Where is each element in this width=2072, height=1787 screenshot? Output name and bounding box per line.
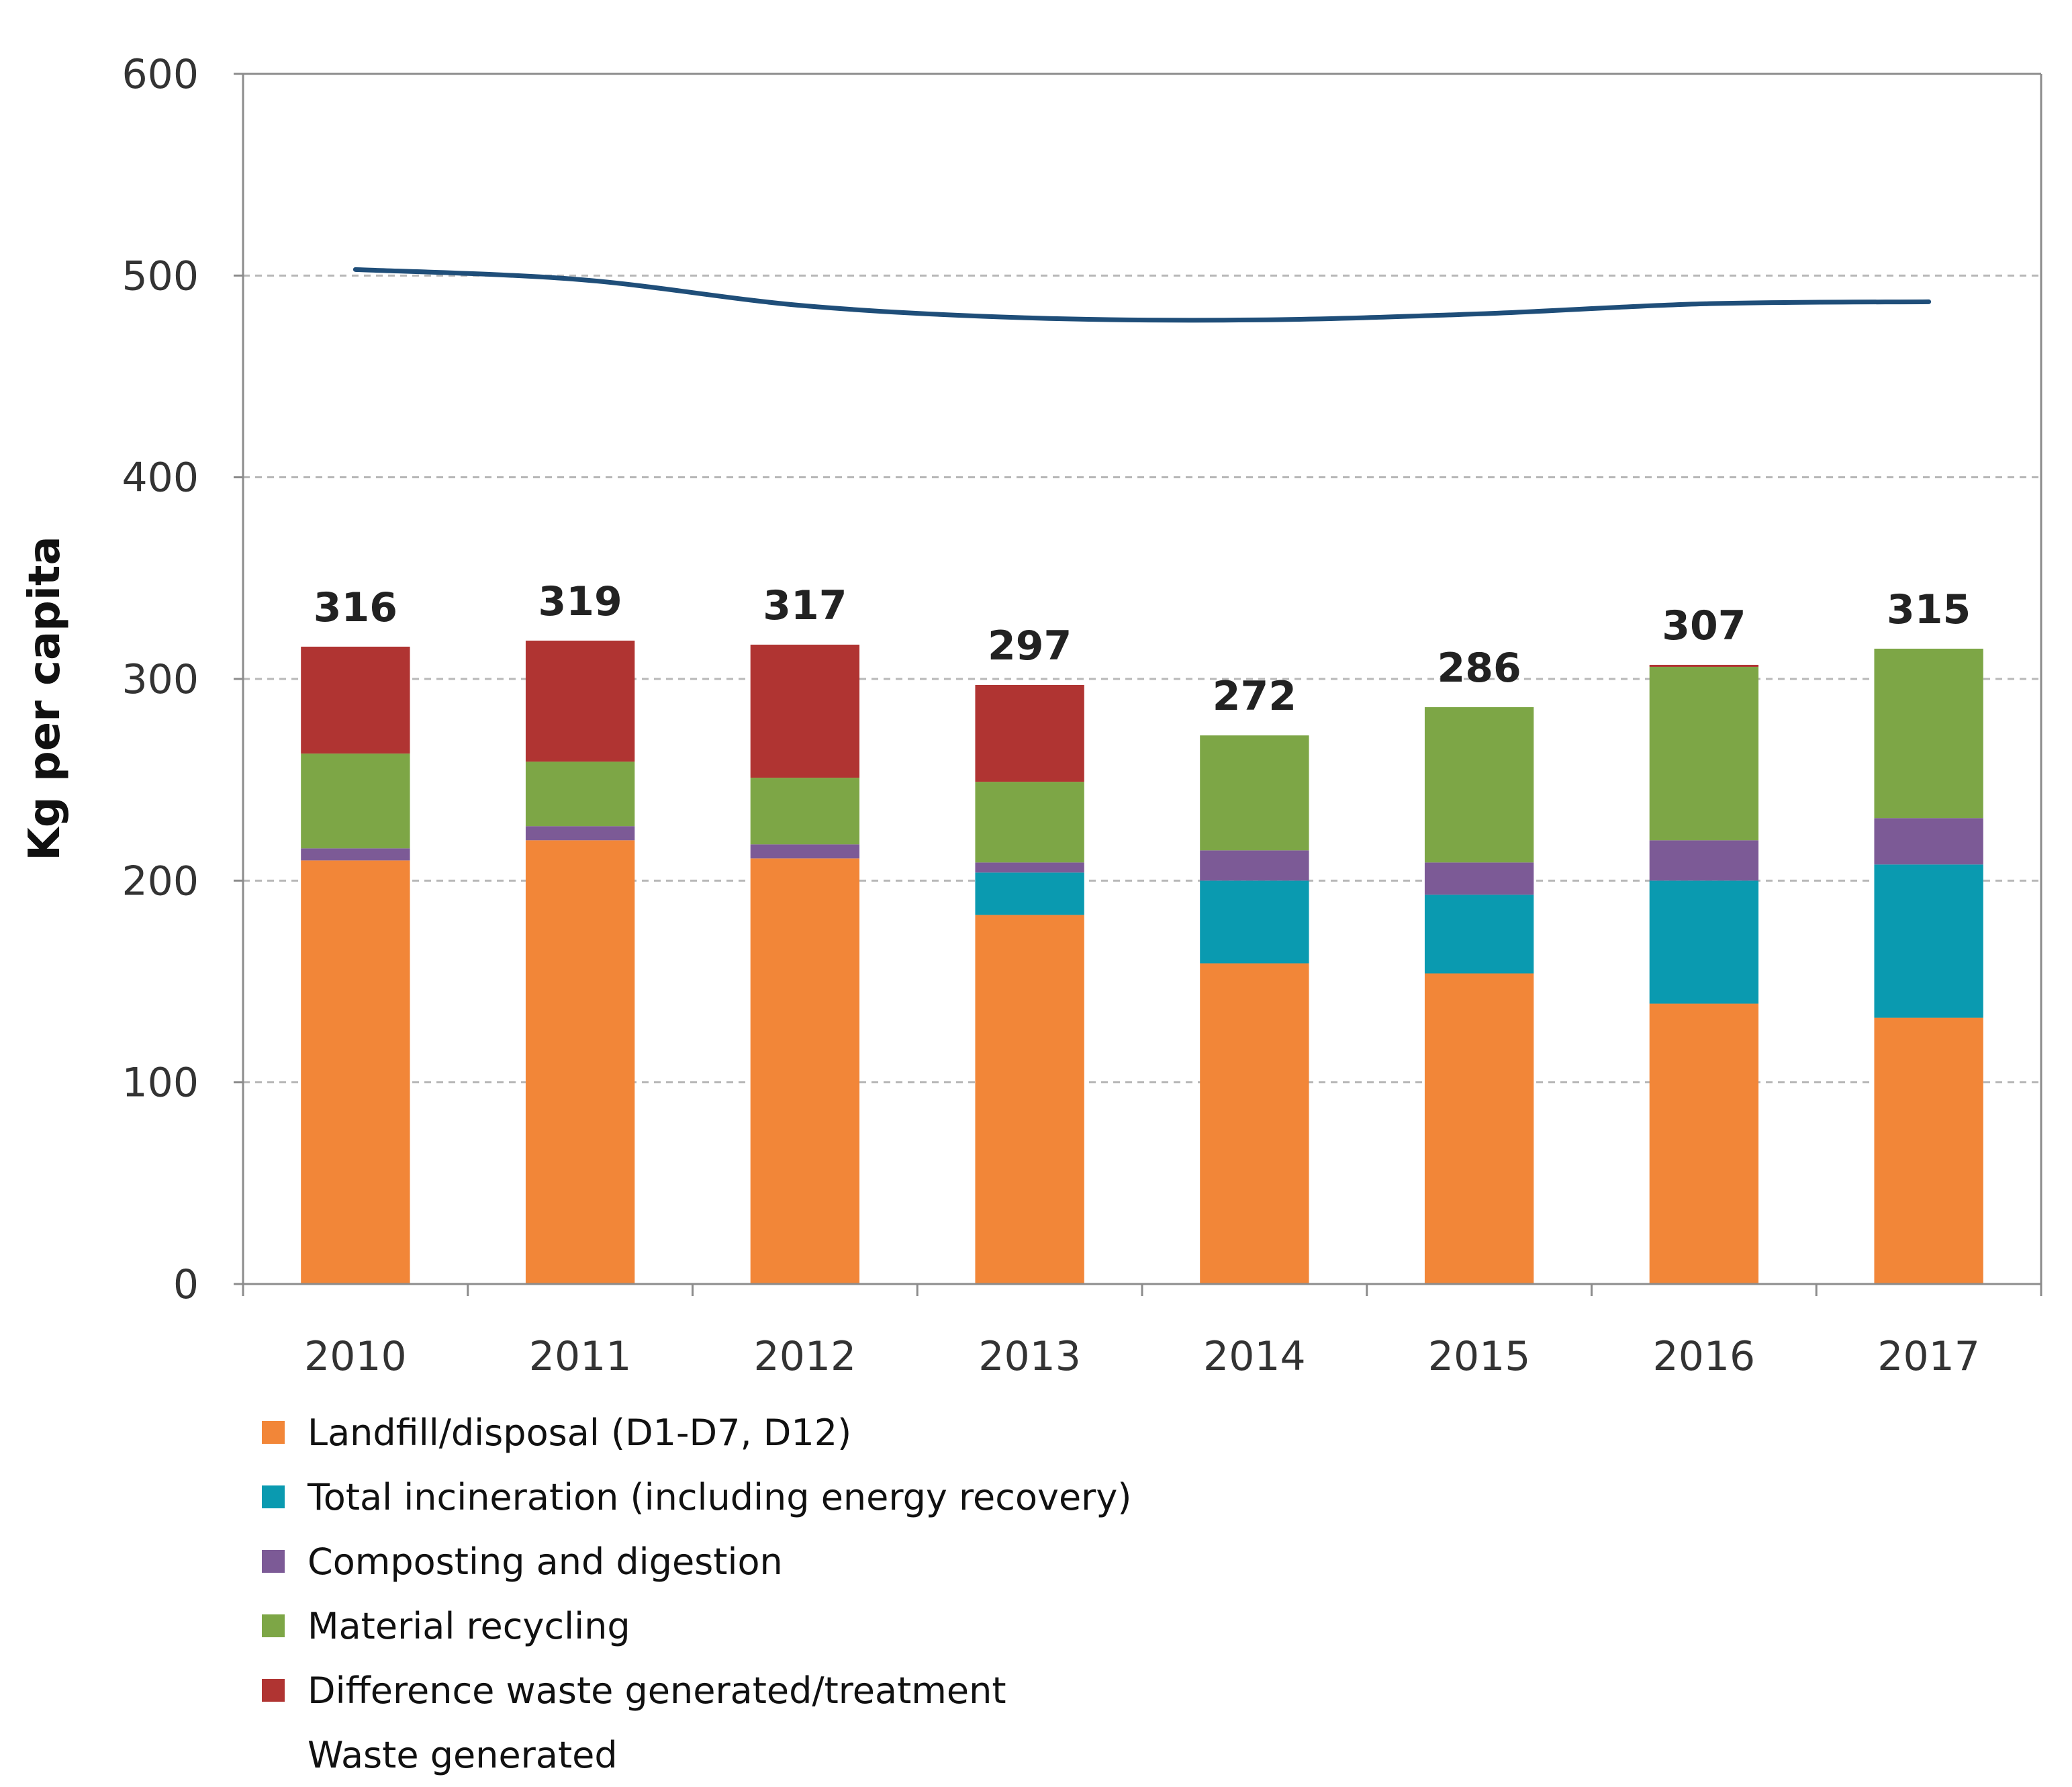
y-tick-label: 200 (122, 858, 199, 905)
bar-segment (1649, 880, 1759, 1004)
legend-item: Waste generated (262, 1723, 1131, 1787)
bar-segment (975, 862, 1084, 873)
legend-swatch (262, 1679, 285, 1702)
legend-swatch (262, 1614, 285, 1637)
legend-item: Difference waste generated/treatment (262, 1658, 1131, 1723)
bar-segment (1200, 880, 1309, 964)
legend-label: Waste generated (308, 1733, 618, 1776)
bar-total-label: 272 (1213, 673, 1297, 720)
bar-segment (525, 762, 635, 827)
y-tick-label: 400 (122, 455, 199, 502)
bar-segment (1649, 664, 1759, 667)
legend-swatch (262, 1743, 285, 1766)
bar-segment (1874, 818, 1983, 865)
bar-total-label: 316 (314, 584, 397, 631)
bar-segment (301, 646, 410, 754)
bar-stacks (301, 640, 1983, 1284)
x-tick-label: 2017 (1877, 1333, 1980, 1380)
bar-total-label: 297 (988, 623, 1072, 670)
y-tick-label: 300 (122, 656, 199, 703)
x-tick-label: 2015 (1428, 1333, 1531, 1380)
bar-total-label: 315 (1887, 586, 1971, 633)
legend-label: Composting and digestion (308, 1540, 783, 1583)
bar-segment (525, 840, 635, 1284)
bar-segment (975, 872, 1084, 915)
bar-segment (975, 782, 1084, 863)
bar-segment (750, 778, 860, 845)
bar-segment (1874, 648, 1983, 819)
bar-segment (750, 644, 860, 778)
bar-total-label: 317 (763, 582, 847, 629)
legend-item: Total incineration (including energy rec… (262, 1465, 1131, 1529)
bar-segment (1200, 735, 1309, 851)
legend-label: Total incineration (including energy rec… (308, 1475, 1132, 1518)
bar-total-label: 319 (538, 578, 622, 625)
x-tick-label: 2014 (1203, 1333, 1306, 1380)
bar-segment (1649, 1003, 1759, 1284)
legend-item: Material recycling (262, 1594, 1131, 1658)
bar-segment (975, 915, 1084, 1284)
bar-segment (1874, 864, 1983, 1018)
bar-segment (1200, 963, 1309, 1284)
bar-segment (1424, 973, 1534, 1284)
x-tick-label: 2011 (529, 1333, 632, 1380)
bar-segment (1424, 707, 1534, 863)
bar-total-label: 286 (1438, 645, 1521, 692)
bar-segment (1649, 666, 1759, 841)
bar-segment (1200, 850, 1309, 881)
legend-label: Difference waste generated/treatment (308, 1669, 1006, 1712)
legend-item: Landfill/disposal (D1-D7, D12) (262, 1400, 1131, 1465)
total-labels: 316 319 317 297 272 286 307 315 (314, 578, 1971, 720)
legend-swatch (262, 1550, 285, 1573)
y-tick-label: 100 (122, 1060, 199, 1107)
bar-segment (1424, 895, 1534, 974)
legend-label: Material recycling (308, 1604, 630, 1647)
x-tick-label: 2010 (304, 1333, 407, 1380)
bar-segment (1874, 1017, 1983, 1284)
bar-segment (750, 844, 860, 859)
y-tick-label: 600 (122, 51, 199, 98)
bar-segment (975, 685, 1084, 782)
x-tick-label: 2012 (754, 1333, 857, 1380)
legend-item: Composting and digestion (262, 1529, 1131, 1594)
legend-label: Landfill/disposal (D1-D7, D12) (308, 1411, 852, 1454)
gridlines (243, 73, 2041, 1084)
bar-segment (750, 858, 860, 1284)
waste-generated-line (352, 267, 1932, 323)
bar-segment (301, 860, 410, 1284)
legend-swatch (262, 1485, 285, 1508)
x-tick-label: 2013 (978, 1333, 1081, 1380)
bar-segment (301, 753, 410, 849)
waste-generated-line-group (352, 267, 1932, 323)
bar-segment (1649, 840, 1759, 881)
bar-segment (301, 848, 410, 861)
y-tick-label: 0 (173, 1261, 199, 1308)
legend-swatch (262, 1421, 285, 1444)
x-tick-label: 2016 (1653, 1333, 1756, 1380)
bar-segment (1424, 862, 1534, 895)
legend: Landfill/disposal (D1-D7, D12) Total inci… (262, 1400, 1131, 1787)
axes: 0 100 200 300 400 500 600 2010 2011 2012 2013 2014 2… (122, 51, 2042, 1380)
y-axis-title: Kg per capita (20, 536, 70, 860)
y-tick-label: 500 (122, 253, 199, 300)
bar-total-label: 307 (1662, 602, 1746, 649)
bar-segment (525, 640, 635, 762)
bar-segment (525, 826, 635, 841)
